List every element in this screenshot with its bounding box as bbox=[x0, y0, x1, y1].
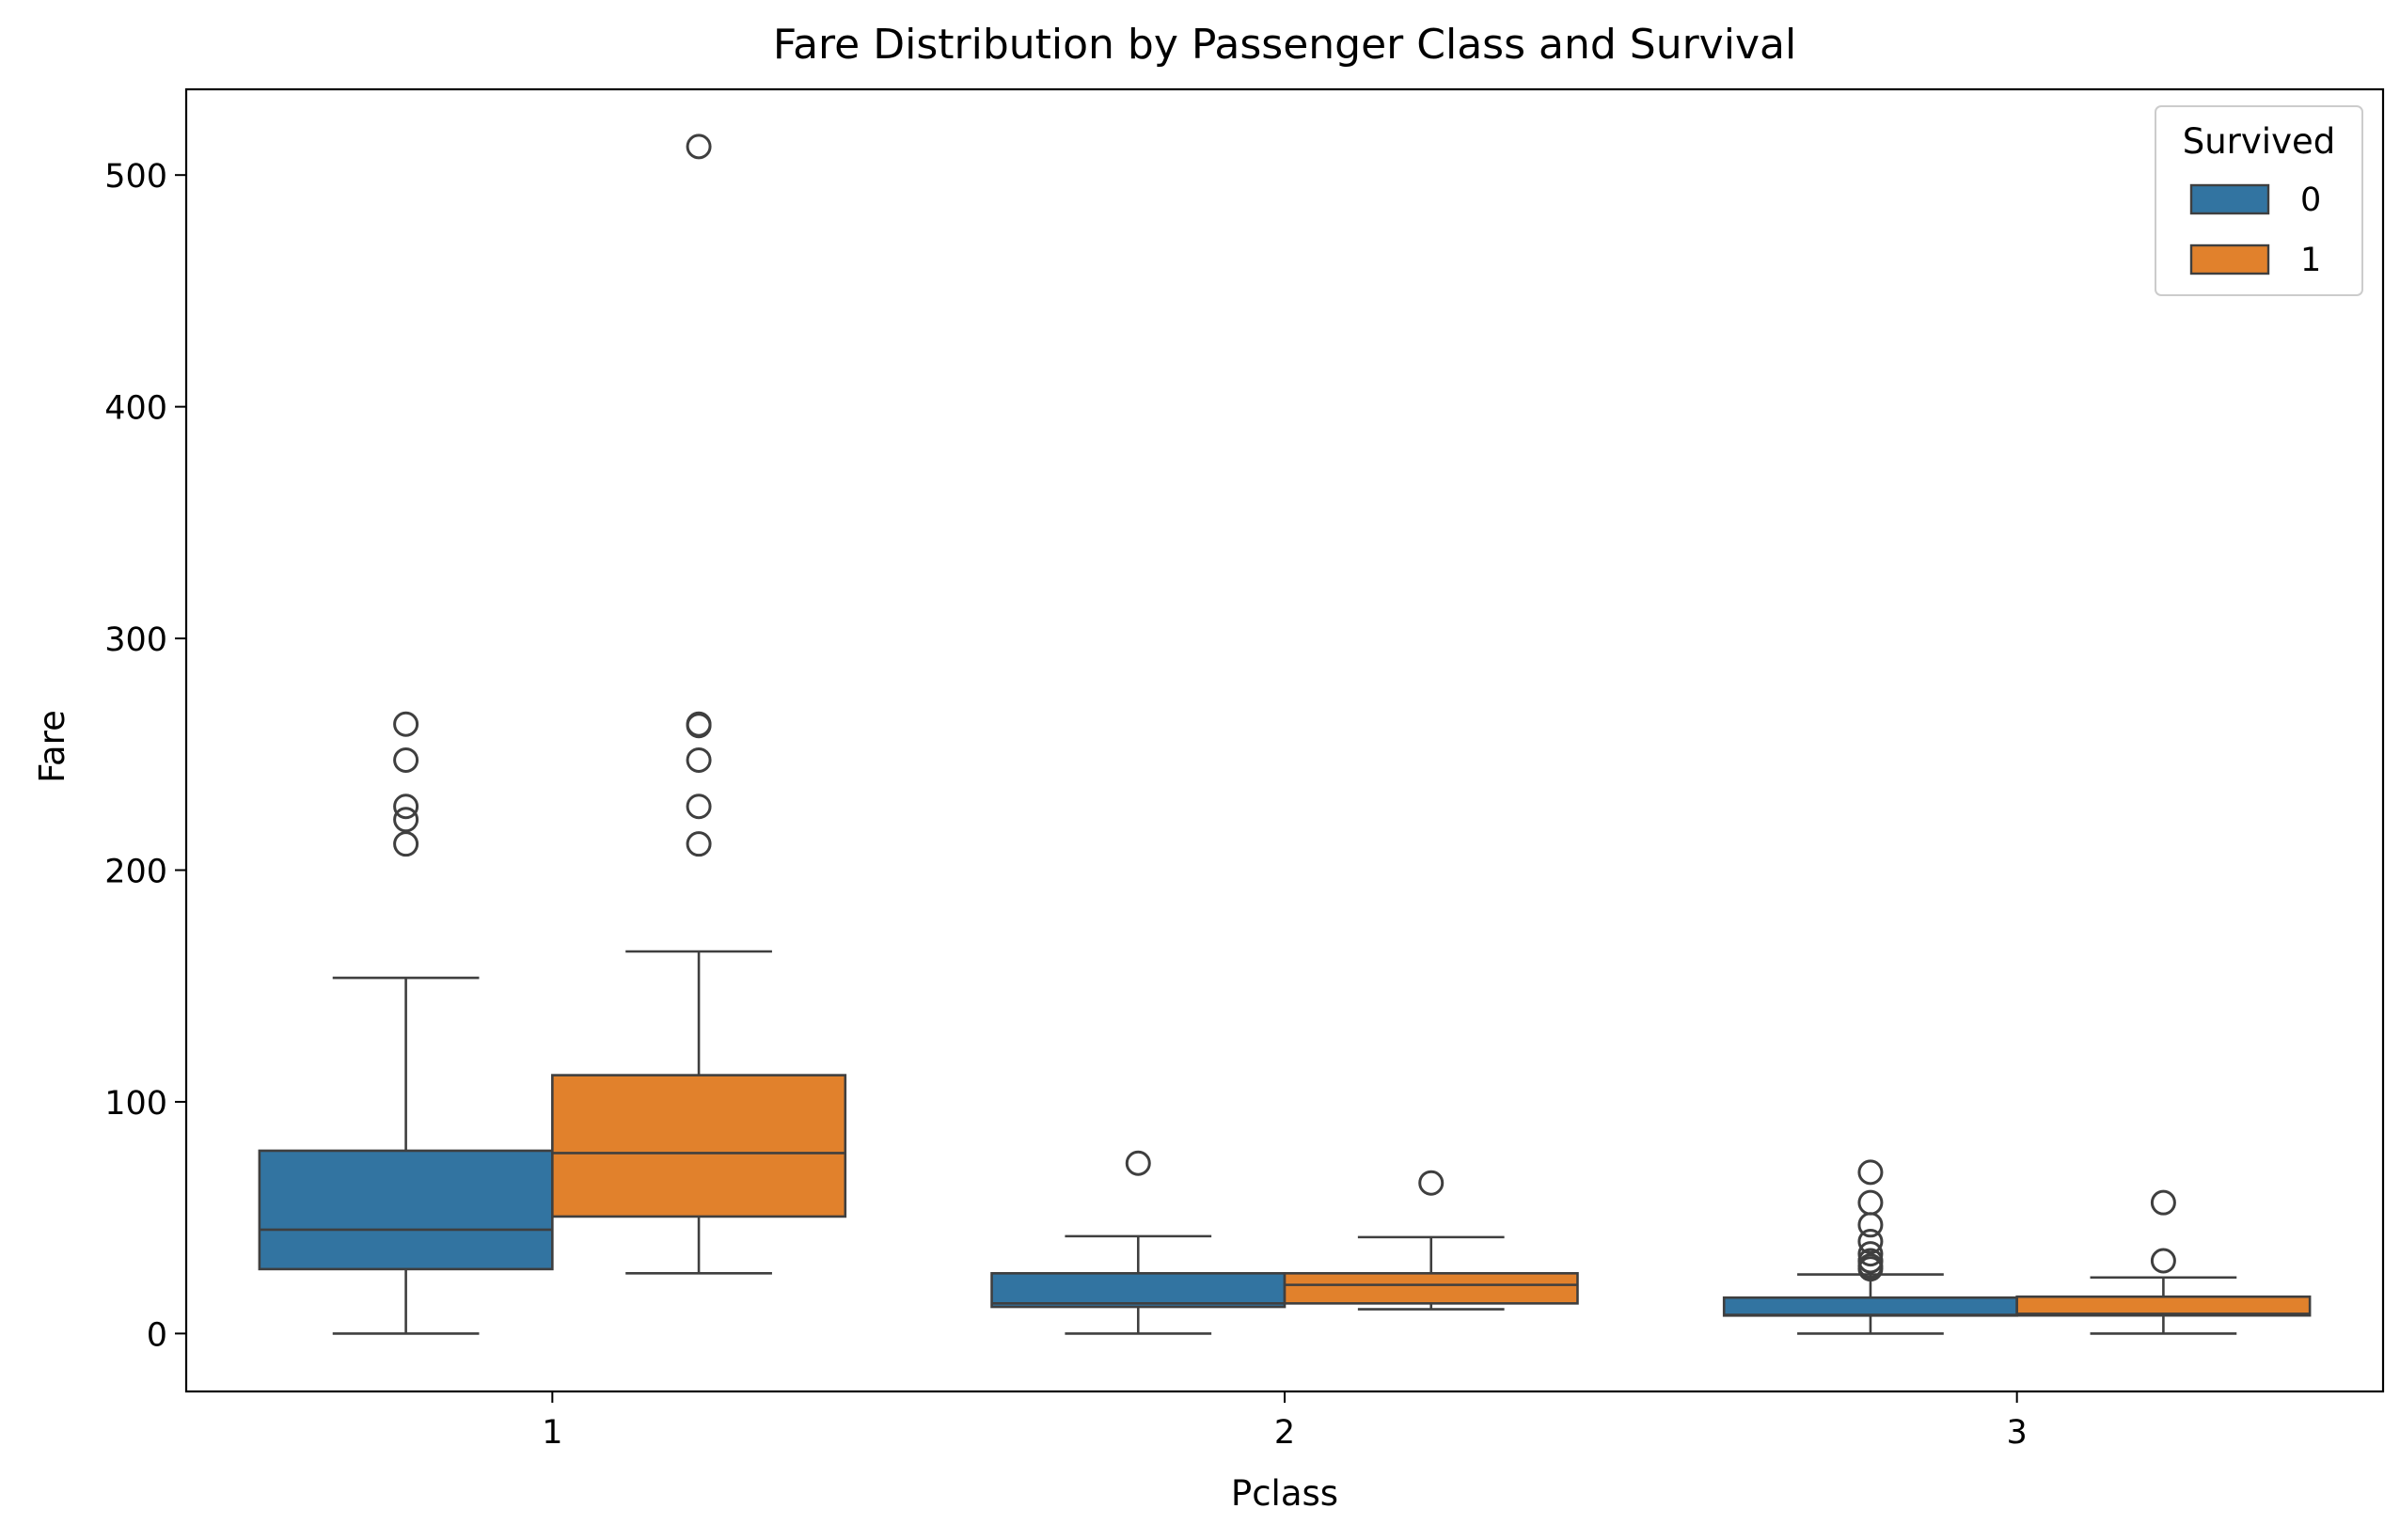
legend-label: 0 bbox=[2300, 181, 2321, 219]
box-iqr bbox=[258, 1149, 554, 1271]
box-group bbox=[1283, 1170, 1579, 1311]
y-tick-label: 500 bbox=[104, 158, 167, 196]
outlier-point bbox=[393, 746, 419, 773]
outlier-point bbox=[393, 831, 419, 857]
y-tick-label: 200 bbox=[104, 854, 167, 891]
outlier-point bbox=[1418, 1170, 1445, 1196]
y-tick-label: 100 bbox=[104, 1085, 167, 1123]
outlier-point bbox=[393, 711, 419, 737]
box-iqr bbox=[1722, 1296, 2018, 1317]
y-tick-label: 0 bbox=[147, 1316, 167, 1354]
box-group bbox=[258, 711, 554, 1335]
outlier-point bbox=[1857, 1229, 1884, 1255]
box-group bbox=[551, 134, 847, 1275]
x-tick-label: 3 bbox=[2007, 1414, 2028, 1452]
x-axis-label: Pclass bbox=[1231, 1473, 1338, 1514]
legend: Survived 0 1 bbox=[2155, 105, 2363, 296]
outlier-point bbox=[1857, 1189, 1884, 1216]
outlier-point bbox=[1857, 1212, 1884, 1238]
outlier-point bbox=[686, 134, 712, 160]
outlier-point bbox=[686, 746, 712, 773]
y-tick-label: 300 bbox=[104, 621, 167, 659]
outlier-point bbox=[2150, 1248, 2176, 1274]
box-iqr bbox=[551, 1074, 847, 1218]
outlier-point bbox=[1125, 1150, 1151, 1176]
legend-label: 1 bbox=[2300, 242, 2321, 279]
y-axis: 0 100 200 300 400 500 bbox=[104, 158, 186, 1354]
y-tick-label: 400 bbox=[104, 390, 167, 428]
outlier-point bbox=[393, 794, 419, 820]
outlier-point bbox=[1857, 1241, 1884, 1267]
outlier-point bbox=[1857, 1159, 1884, 1186]
box-iqr bbox=[990, 1272, 1287, 1309]
box-iqr bbox=[1283, 1272, 1579, 1305]
box-group bbox=[990, 1150, 1287, 1335]
legend-title: Survived bbox=[2183, 121, 2335, 162]
y-axis-label: Fare bbox=[32, 710, 72, 783]
x-tick-label: 2 bbox=[1274, 1414, 1295, 1452]
legend-swatch bbox=[2189, 244, 2270, 275]
legend-swatch bbox=[2189, 183, 2270, 215]
outlier-point bbox=[686, 711, 712, 737]
x-tick-label: 1 bbox=[542, 1414, 562, 1452]
outlier-point bbox=[686, 794, 712, 820]
outlier-point bbox=[686, 831, 712, 857]
box-layer bbox=[258, 134, 2312, 1335]
box-group bbox=[1722, 1159, 2018, 1335]
x-axis: 1 2 3 bbox=[542, 1391, 2028, 1452]
outlier-point bbox=[393, 807, 419, 833]
outlier-point bbox=[1857, 1248, 1884, 1274]
outlier-point bbox=[2150, 1189, 2176, 1216]
box-iqr bbox=[2015, 1295, 2312, 1317]
box-group bbox=[2015, 1189, 2312, 1335]
chart-title: Fare Distribution by Passenger Class and… bbox=[773, 21, 1796, 69]
